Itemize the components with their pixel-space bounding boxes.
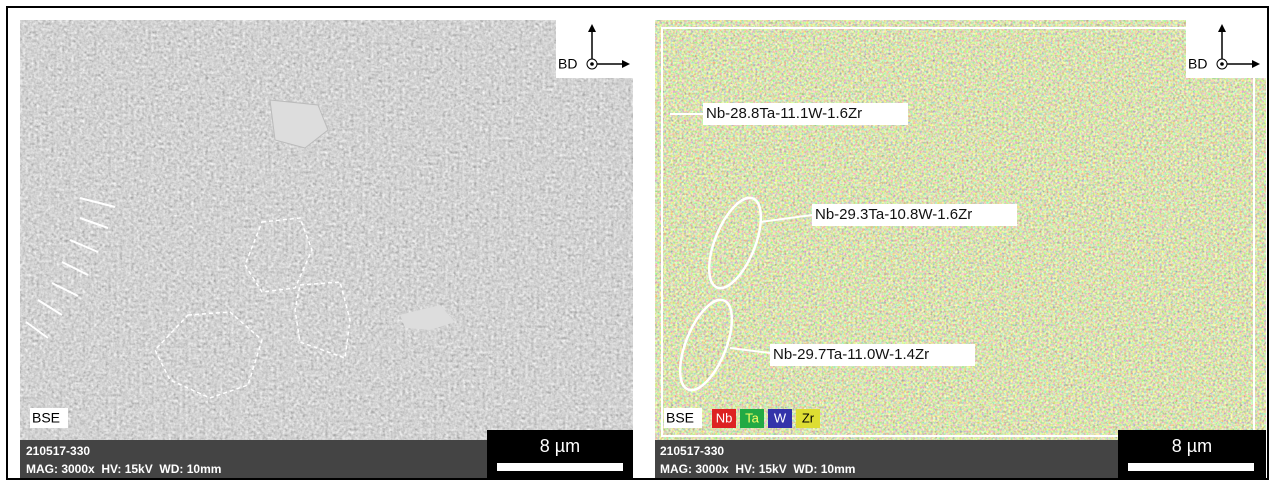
legend-label: Nb xyxy=(716,410,733,425)
legend-label: Zr xyxy=(802,410,815,425)
sample-id: 210517-330 xyxy=(660,444,724,458)
imaging-info: MAG: 3000x HV: 15kV WD: 10mm xyxy=(660,462,855,476)
sample-id: 210517-330 xyxy=(26,444,90,458)
annotation: Nb-28.8Ta-11.1W-1.6Zr xyxy=(706,105,862,122)
scale-bar xyxy=(497,463,623,471)
legend-label: Ta xyxy=(745,410,760,425)
detector-label: BSE xyxy=(666,410,694,426)
annotation: Nb-29.7Ta-11.0W-1.4Zr xyxy=(773,346,929,363)
imaging-info: MAG: 3000x HV: 15kV WD: 10mm xyxy=(26,462,221,476)
scale-label: 8 µm xyxy=(1172,436,1212,456)
panel-left: BD BSE 210517-330 MAG: 3000x HV: 15kV WD… xyxy=(20,20,633,478)
direction-label: BD xyxy=(1188,56,1207,72)
panel-right: BD Nb-28.8Ta-11.1W-1.6Zr Nb-29.3Ta-10.8W… xyxy=(655,20,1266,478)
micrograph xyxy=(20,20,633,478)
scale-bar xyxy=(1128,463,1254,471)
scale-label: 8 µm xyxy=(540,436,580,456)
direction-label: BD xyxy=(558,56,577,72)
figure: BD BSE 210517-330 MAG: 3000x HV: 15kV WD… xyxy=(0,0,1275,487)
legend-label: W xyxy=(774,410,787,425)
detector-label: BSE xyxy=(32,410,60,426)
annotation: Nb-29.3Ta-10.8W-1.6Zr xyxy=(815,206,972,223)
